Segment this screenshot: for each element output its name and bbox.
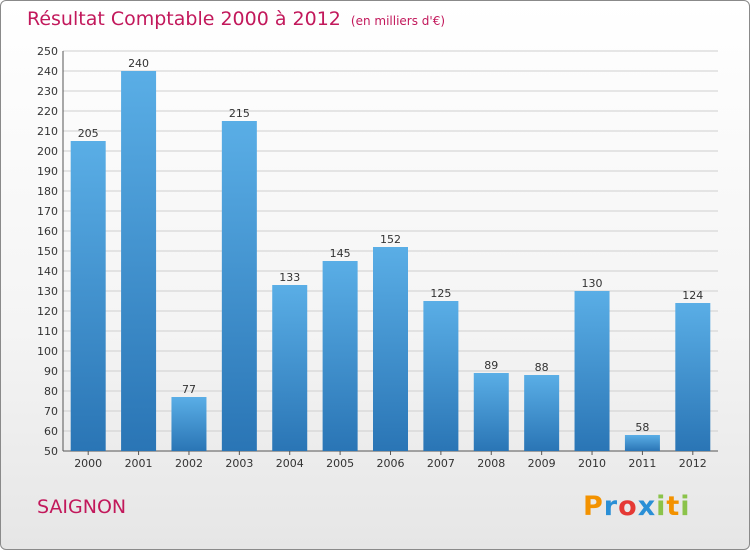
logo-letter: r: [603, 491, 619, 522]
x-tick-label: 2001: [125, 457, 153, 470]
y-tick-label: 100: [37, 345, 58, 358]
chart-title-text: Résultat Comptable 2000 à 2012: [27, 8, 341, 30]
x-tick-label: 2007: [427, 457, 455, 470]
bar-2006: [373, 247, 408, 451]
y-tick-label: 150: [37, 245, 58, 258]
x-tick-label: 2012: [679, 457, 707, 470]
data-label: 130: [582, 277, 603, 290]
x-tick-label: 2009: [528, 457, 556, 470]
logo-letter: P: [583, 491, 604, 522]
x-tick-label: 2003: [225, 457, 253, 470]
y-tick-label: 110: [37, 325, 58, 338]
bar-2012: [675, 303, 711, 451]
commune-name: SAIGNON: [37, 496, 127, 518]
logo-letter: t: [666, 491, 681, 522]
logo-letter: i: [680, 491, 691, 522]
y-tick-label: 90: [44, 365, 58, 378]
y-tick-label: 240: [37, 65, 58, 78]
data-label: 89: [484, 359, 498, 372]
logo-letter: x: [637, 491, 657, 522]
bar-2007: [423, 301, 459, 451]
x-tick-label: 2010: [578, 457, 606, 470]
y-tick-label: 80: [44, 385, 58, 398]
x-tick-label: 2002: [175, 457, 203, 470]
bar-2004: [272, 285, 308, 451]
y-tick-label: 60: [44, 425, 58, 438]
data-label: 124: [682, 289, 703, 302]
data-label: 133: [279, 271, 300, 284]
data-label: 205: [78, 127, 99, 140]
bar-2008: [473, 373, 509, 451]
bar-2005: [322, 261, 358, 451]
y-tick-label: 210: [37, 125, 58, 138]
data-label: 58: [635, 421, 649, 434]
data-label: 88: [535, 361, 549, 374]
y-tick-label: 130: [37, 285, 58, 298]
proxiti-logo: Proxiti: [583, 491, 691, 522]
x-tick-label: 2006: [377, 457, 405, 470]
data-label: 152: [380, 233, 401, 246]
chart-subtitle: (en milliers d'€): [350, 14, 446, 28]
data-label: 145: [330, 247, 351, 260]
data-label: 215: [229, 107, 250, 120]
bar-2001: [121, 71, 157, 451]
y-tick-label: 230: [37, 85, 58, 98]
logo-letter: i: [656, 491, 667, 522]
data-label: 125: [430, 287, 451, 300]
data-label: 77: [182, 383, 196, 396]
bar-2003: [221, 121, 257, 451]
x-tick-label: 2004: [276, 457, 304, 470]
y-tick-label: 250: [37, 45, 58, 58]
y-tick-label: 170: [37, 205, 58, 218]
y-tick-label: 140: [37, 265, 58, 278]
chart-title: Résultat Comptable 2000 à 2012 (en millie…: [27, 8, 445, 30]
x-tick-label: 2011: [628, 457, 656, 470]
y-tick-label: 160: [37, 225, 58, 238]
y-tick-label: 200: [37, 145, 58, 158]
bar-2002: [171, 397, 207, 451]
bar-2011: [624, 435, 660, 451]
y-tick-label: 220: [37, 105, 58, 118]
logo-letter: o: [618, 491, 638, 522]
bar-2010: [574, 291, 610, 451]
y-tick-label: 70: [44, 405, 58, 418]
x-tick-label: 2000: [74, 457, 102, 470]
bar-2009: [524, 375, 560, 451]
x-tick-label: 2005: [326, 457, 354, 470]
x-tick-label: 2008: [477, 457, 505, 470]
bar-2000: [70, 141, 106, 451]
y-tick-label: 120: [37, 305, 58, 318]
y-tick-label: 190: [37, 165, 58, 178]
y-tick-label: 180: [37, 185, 58, 198]
data-label: 240: [128, 57, 149, 70]
y-tick-label: 50: [44, 445, 58, 458]
